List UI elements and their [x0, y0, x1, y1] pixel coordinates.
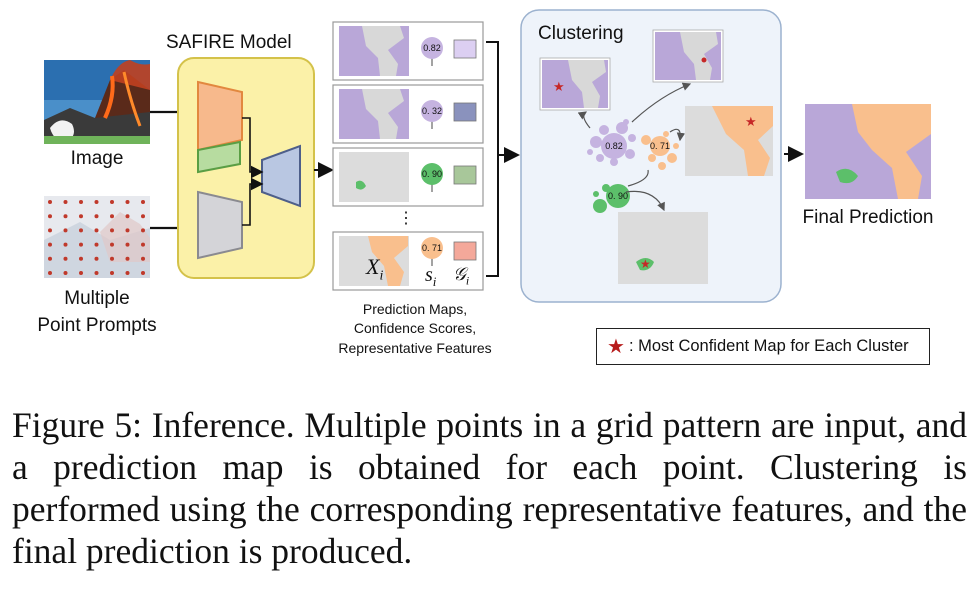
prompt-point — [48, 271, 52, 275]
prompt-point — [141, 228, 145, 233]
prompt-point — [48, 228, 52, 233]
prompt-point — [110, 200, 114, 204]
prompt-encoder-shape — [197, 190, 243, 260]
prompt-point — [141, 256, 145, 261]
symbol-g: 𝒢i — [453, 264, 470, 288]
map-score-1: 0.82 — [423, 43, 441, 53]
prompt-point — [94, 242, 99, 247]
prompt-point — [110, 242, 114, 247]
maps-caption-2: Confidence Scores, — [353, 320, 477, 336]
inference-diagram: ★ ★ ★ — [44, 9, 931, 303]
final-prediction-map — [805, 104, 931, 199]
prompt-point — [141, 200, 145, 204]
cluster-map-purple-b — [652, 29, 724, 83]
prompt-point — [125, 228, 130, 233]
prompt-point — [48, 214, 52, 219]
map-row-4 — [332, 231, 484, 291]
prompt-point — [79, 271, 83, 275]
cluster-map-orange: ★ — [685, 106, 773, 176]
map-score-4: 0. 71 — [421, 243, 443, 253]
prompt-point — [110, 271, 114, 275]
symbol-s: si — [425, 264, 437, 289]
adapter-shape — [197, 140, 241, 174]
model-title: SAFIRE Model — [166, 32, 292, 53]
prompt-point — [94, 256, 99, 261]
cluster-orange — [641, 131, 679, 170]
prompt-point — [94, 200, 99, 204]
clustering-title: Clustering — [538, 23, 624, 44]
prompt-point — [63, 228, 68, 233]
cluster-score-purple: 0.82 — [605, 141, 623, 151]
prompt-point — [63, 214, 68, 219]
star-marker: ★ — [745, 115, 757, 130]
cluster-green — [593, 184, 630, 213]
cluster-map-green: ★ — [618, 212, 708, 284]
prompts-label-1: Multiple — [64, 288, 130, 309]
prompt-point — [48, 242, 52, 247]
prompt-point — [125, 271, 130, 275]
star-marker: ★ — [553, 80, 565, 95]
final-prediction-label: Final Prediction — [802, 207, 934, 228]
figure-caption: Figure 5: Inference. Multiple points in … — [12, 405, 967, 571]
prompt-point — [79, 200, 83, 204]
prompt-point — [63, 271, 68, 275]
prompt-point — [63, 256, 68, 261]
prompt-point — [125, 256, 130, 261]
maps-caption-1: Prediction Maps, — [362, 301, 468, 317]
prompt-point — [48, 256, 52, 261]
prompt-point — [110, 228, 114, 233]
map-score-3: 0. 90 — [421, 169, 443, 179]
prompt-point — [63, 200, 68, 204]
symbol-x: Xi — [366, 254, 384, 284]
prompt-point — [79, 256, 83, 261]
cluster-score-green: 0. 90 — [607, 191, 629, 201]
prompt-point — [125, 200, 130, 204]
prompt-point — [110, 256, 114, 261]
prompt-point — [79, 228, 83, 233]
prompt-point — [79, 214, 83, 219]
prompt-point — [79, 242, 83, 247]
legend-text: : Most Confident Map for Each Cluster — [628, 337, 909, 355]
prompt-point — [141, 242, 145, 247]
ellipsis: ⋮ — [398, 210, 414, 227]
prompt-point — [141, 214, 145, 219]
prompt-point — [125, 214, 130, 219]
cluster-purple — [587, 119, 636, 166]
bracket — [486, 41, 499, 277]
image-label: Image — [70, 148, 124, 169]
star-marker: ★ — [640, 257, 651, 271]
prompt-point — [94, 228, 99, 233]
map-row-3 — [332, 147, 484, 207]
legend-box: ★ : Most Confident Map for Each Cluster — [596, 328, 930, 365]
map-row-2 — [332, 84, 484, 144]
prompts-label-2: Point Prompts — [37, 315, 157, 336]
prompt-point — [63, 242, 68, 247]
map-score-2: 0. 32 — [421, 106, 443, 116]
maps-caption-3: Representative Features — [338, 340, 492, 356]
input-image — [44, 60, 150, 144]
prompt-point — [94, 214, 99, 219]
cluster-score-orange: 0. 71 — [649, 141, 671, 151]
star-icon: ★ — [607, 336, 625, 358]
prompt-point — [125, 242, 130, 247]
cluster-map-purple-a: ★ — [539, 57, 611, 111]
prompt-point — [141, 271, 145, 275]
map-row-1 — [332, 21, 484, 81]
image-encoder-shape — [197, 80, 243, 152]
point-prompts-grid — [44, 196, 150, 278]
prompt-point — [94, 271, 99, 275]
prompt-point — [110, 214, 114, 219]
prompt-point — [48, 200, 52, 204]
